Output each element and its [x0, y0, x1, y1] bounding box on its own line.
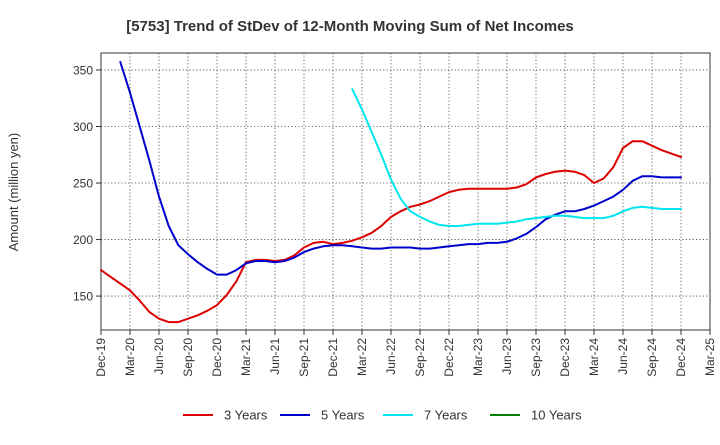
x-tick-label: Sep-22: [413, 338, 427, 377]
series-layer: [100, 61, 682, 324]
y-tick-label: 150: [73, 290, 93, 304]
x-tick-label: Mar-23: [471, 338, 485, 376]
x-tick-label: Dec-23: [558, 338, 572, 377]
y-tick-label: 200: [73, 233, 93, 247]
x-tick-label: Sep-23: [529, 338, 543, 377]
y-axis-label: Amount (million yen): [6, 133, 21, 252]
series-line-3-years: [100, 140, 682, 324]
grid-lines: [101, 53, 710, 330]
y-tick-label: 300: [73, 120, 93, 134]
legend-label-7-years: 7 Years: [424, 408, 468, 423]
x-tick-label: Jun-21: [268, 338, 282, 375]
x-tick-label: Sep-24: [645, 338, 659, 377]
plot-area: [100, 52, 711, 331]
chart-title: [5753] Trend of StDev of 12-Month Moving…: [126, 18, 574, 35]
x-axis: Dec-19 Mar-20 Jun-20 Sep-20 Dec-20 Mar-21 Jun-…: [94, 330, 717, 377]
series-line-7-years: [351, 88, 682, 227]
x-tick-label: Jun-24: [616, 338, 630, 375]
x-tick-label: Sep-21: [297, 338, 311, 377]
x-tick-label: Mar-24: [587, 338, 601, 376]
y-tick-label: 250: [73, 177, 93, 191]
x-tick-label: Mar-21: [239, 338, 253, 376]
x-tick-label: Mar-25: [703, 338, 717, 376]
legend-label-3-years: 3 Years: [224, 408, 268, 423]
x-tick-label: Jun-22: [384, 338, 398, 375]
x-tick-label: Mar-22: [355, 338, 369, 376]
x-tick-label: Dec-24: [674, 338, 688, 377]
x-tick-label: Dec-21: [326, 338, 340, 377]
x-tick-label: Jun-23: [500, 338, 514, 375]
x-tick-label: Dec-19: [94, 338, 108, 377]
legend: 3 Years 5 Years 7 Years 10 Years: [183, 408, 582, 423]
x-tick-label: Dec-22: [442, 338, 456, 377]
legend-label-5-years: 5 Years: [321, 408, 365, 423]
x-tick-label: Mar-20: [123, 338, 137, 376]
x-tick-label: Sep-20: [181, 338, 195, 377]
x-tick-label: Dec-20: [210, 338, 224, 377]
x-tick-label: Jun-20: [152, 338, 166, 375]
series-line-5-years: [119, 61, 682, 276]
y-axis: 150 200 250 300 350: [73, 63, 101, 304]
legend-label-10-years: 10 Years: [531, 408, 582, 423]
y-tick-label: 350: [73, 63, 93, 77]
